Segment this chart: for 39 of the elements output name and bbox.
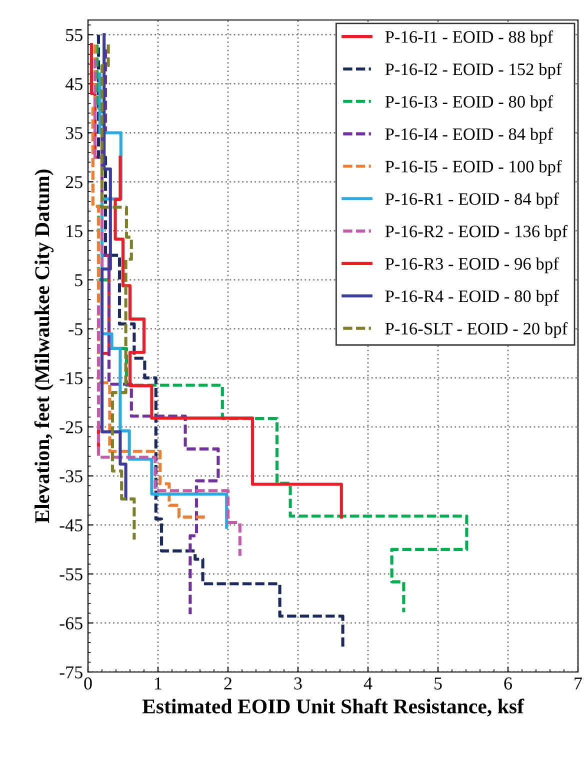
x-tick-label: 3 xyxy=(294,677,302,690)
legend-label: P-16-I3 - EOID - 80 bpf xyxy=(385,95,554,112)
y-tick-label: -15 xyxy=(60,372,82,384)
x-tick-label: 4 xyxy=(364,678,372,690)
y-tick-label: 45 xyxy=(65,78,82,90)
y-tick-label: 35 xyxy=(66,127,82,140)
line-series xyxy=(114,156,343,519)
x-tick-label: 6 xyxy=(504,677,512,690)
legend-label: P-16-R2 - EOID - 136 bpf xyxy=(385,224,568,241)
y-tick-label: 55 xyxy=(66,29,82,42)
x-tick-label: 1 xyxy=(155,677,162,690)
y-tick-label: 5 xyxy=(75,274,82,286)
y-tick-label: -45 xyxy=(60,519,82,532)
legend-label: P-16-R3 - EOID - 96 bpf xyxy=(385,257,559,274)
legend-label: P-16-I5 - EOID - 100 bpf xyxy=(385,160,562,176)
y-tick-label: -5 xyxy=(68,323,82,336)
y-tick-label: -65 xyxy=(60,617,82,630)
line-series xyxy=(100,48,220,616)
legend-label: P-16-R4 - EOID - 80 bpf xyxy=(385,290,559,306)
line-series xyxy=(100,42,136,542)
legend-label: P-16-I2 - EOID - 152 bpf xyxy=(385,62,562,79)
x-tick-label: 7 xyxy=(574,678,582,690)
y-tick-label: 25 xyxy=(66,176,82,188)
legend-label: P-16-I4 - EOID - 84 bpf xyxy=(385,128,554,144)
y-tick-label: -25 xyxy=(60,421,82,434)
y-tick-label: -55 xyxy=(60,568,82,580)
legend-label: P-16-R1 - EOID - 84 bpf xyxy=(385,192,559,208)
line-series xyxy=(93,58,242,558)
legend-label: P-16-I1 - EOID - 88 bpf xyxy=(385,30,554,46)
x-tick-label: 0 xyxy=(84,677,92,690)
y-axis-title: Elevation, feet (Milwaukee City Datum) xyxy=(34,170,54,523)
y-tick-label: 15 xyxy=(66,225,82,238)
y-tick-label: -75 xyxy=(60,666,82,678)
legend-label: P-16-SLT - EOID - 20 bpf xyxy=(385,322,568,338)
x-tick-label: 2 xyxy=(224,677,232,690)
x-axis-title: Estimated EOID Unit Shaft Resistance, ksf xyxy=(142,698,524,716)
y-tick-label: -35 xyxy=(60,470,82,482)
x-tick-label: 5 xyxy=(434,678,442,690)
line-series xyxy=(100,33,128,500)
